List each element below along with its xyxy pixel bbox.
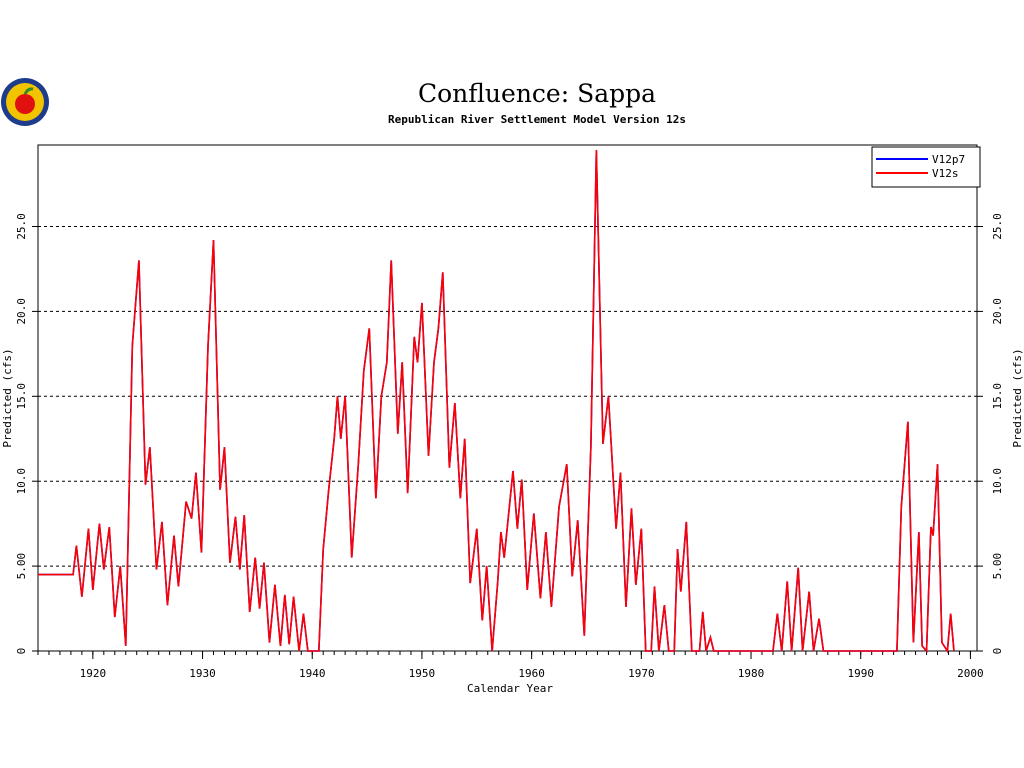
legend-box xyxy=(871,146,981,188)
x-tick-label: 1980 xyxy=(738,667,765,680)
y-axis-label: Predicted (cfs) xyxy=(1,348,14,447)
y-tick-label: 10.0 xyxy=(15,468,28,495)
y-tick-label: 0 xyxy=(15,648,28,655)
y2-axis-label: Predicted (cfs) xyxy=(1011,348,1024,447)
y2-tick-label: 5.00 xyxy=(991,553,1004,580)
data-line xyxy=(38,150,955,654)
y-tick-label: 25.0 xyxy=(15,213,28,240)
x-tick-label: 1970 xyxy=(628,667,655,680)
chart-title: Confluence: Sappa xyxy=(418,79,656,108)
y2-tick-label: 20.0 xyxy=(991,298,1004,325)
x-axis-label: Calendar Year xyxy=(467,682,553,695)
y2-tick-label: 25.0 xyxy=(991,213,1004,240)
chart-subtitle: Republican River Settlement Model Versio… xyxy=(388,113,686,126)
x-tick-label: 1920 xyxy=(80,667,107,680)
legend-label: V12s xyxy=(932,167,959,180)
x-tick-label: 2000 xyxy=(957,667,984,680)
y2-tick-label: 10.0 xyxy=(991,468,1004,495)
y2-tick-label: 15.0 xyxy=(991,383,1004,410)
plot-frame xyxy=(37,144,978,652)
data-line xyxy=(38,150,955,654)
x-tick-label: 1930 xyxy=(189,667,216,680)
x-tick-label: 1950 xyxy=(409,667,436,680)
x-tick-label: 1990 xyxy=(847,667,874,680)
x-tick-label: 1960 xyxy=(518,667,545,680)
y-tick-label: 15.0 xyxy=(15,383,28,410)
y-tick-label: 20.0 xyxy=(15,298,28,325)
legend-label: V12p7 xyxy=(932,153,965,166)
y-tick-label: 5.00 xyxy=(15,553,28,580)
y2-tick-label: 0 xyxy=(991,648,1004,655)
x-tick-label: 1940 xyxy=(299,667,326,680)
logo xyxy=(1,78,49,126)
